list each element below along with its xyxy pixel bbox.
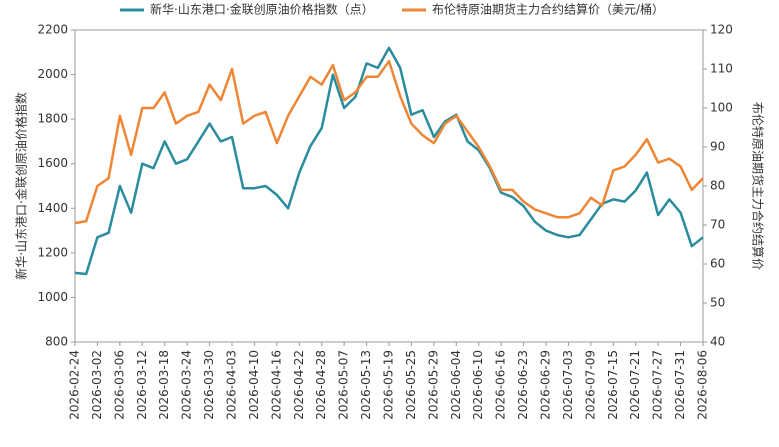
y-tick-label: 2000 bbox=[37, 67, 68, 81]
x-tick-label: 2026-06-10 bbox=[471, 350, 485, 420]
x-tick-label: 2026-05-19 bbox=[382, 350, 396, 420]
x-tick-label: 2026-04-28 bbox=[314, 350, 328, 420]
y2-tick-label: 110 bbox=[710, 62, 733, 76]
x-tick-label: 2026-06-04 bbox=[449, 350, 463, 420]
y-tick-label: 1400 bbox=[37, 201, 68, 215]
y2-tick-label: 70 bbox=[710, 218, 725, 232]
x-tick-label: 2026-04-16 bbox=[269, 350, 283, 420]
y2-axis-title: 布伦特原油期货主力合约结算价 bbox=[751, 102, 766, 270]
x-tick-label: 2026-07-27 bbox=[651, 350, 665, 420]
x-tick-label: 2026-04-22 bbox=[292, 350, 306, 420]
x-tick-label: 2026-03-30 bbox=[202, 350, 216, 420]
y-tick-label: 1000 bbox=[37, 290, 68, 304]
y-tick-label: 2200 bbox=[37, 23, 68, 37]
x-tick-label: 2026-07-21 bbox=[628, 350, 642, 420]
x-tick-label: 2026-04-03 bbox=[225, 350, 239, 420]
x-tick-label: 2026-07-03 bbox=[561, 350, 575, 420]
y2-tick-label: 40 bbox=[710, 335, 725, 349]
x-tick-label: 2026-05-13 bbox=[359, 350, 373, 420]
y-tick-label: 1800 bbox=[37, 112, 68, 126]
x-tick-label: 2026-03-02 bbox=[90, 350, 104, 420]
x-tick-label: 2026-03-24 bbox=[180, 350, 194, 420]
legend-label: 布伦特原油期货主力合约结算价（美元/桶） bbox=[432, 2, 664, 17]
x-tick-label: 2026-07-09 bbox=[583, 350, 597, 420]
y2-tick-label: 120 bbox=[710, 23, 733, 37]
x-tick-label: 2026-08-06 bbox=[696, 350, 710, 420]
x-tick-label: 2026-02-24 bbox=[68, 350, 82, 420]
data-line bbox=[74, 59, 704, 225]
x-tick-label: 2026-05-25 bbox=[404, 350, 418, 420]
y2-tick-label: 60 bbox=[710, 257, 725, 271]
x-tick-label: 2026-03-18 bbox=[157, 350, 171, 420]
x-tick-label: 2026-06-29 bbox=[539, 350, 553, 420]
y2-tick-label: 50 bbox=[710, 296, 725, 310]
x-tick-label: 2026-06-16 bbox=[494, 350, 508, 420]
data-line bbox=[74, 46, 704, 276]
y2-tick-label: 80 bbox=[710, 179, 725, 193]
y-tick-label: 800 bbox=[45, 335, 68, 349]
y2-tick-label: 100 bbox=[710, 101, 733, 115]
y2-tick-label: 90 bbox=[710, 140, 725, 154]
x-tick-label: 2026-03-12 bbox=[135, 350, 149, 420]
legend-label: 新华·山东港口·金联创原油价格指数（点） bbox=[150, 2, 374, 17]
y-axis-title: 新华·山东港口·金联创原油价格指数 bbox=[14, 92, 29, 280]
x-tick-label: 2026-05-07 bbox=[337, 350, 351, 420]
x-tick-label: 2026-04-10 bbox=[247, 350, 261, 420]
x-tick-label: 2026-03-06 bbox=[112, 350, 126, 420]
y-tick-label: 1200 bbox=[37, 245, 68, 259]
x-tick-label: 2026-07-31 bbox=[673, 350, 687, 420]
y-tick-label: 1600 bbox=[37, 156, 68, 170]
x-tick-label: 2026-06-23 bbox=[516, 350, 530, 420]
x-tick-label: 2026-05-29 bbox=[426, 350, 440, 420]
x-tick-label: 2026-07-15 bbox=[606, 350, 620, 420]
